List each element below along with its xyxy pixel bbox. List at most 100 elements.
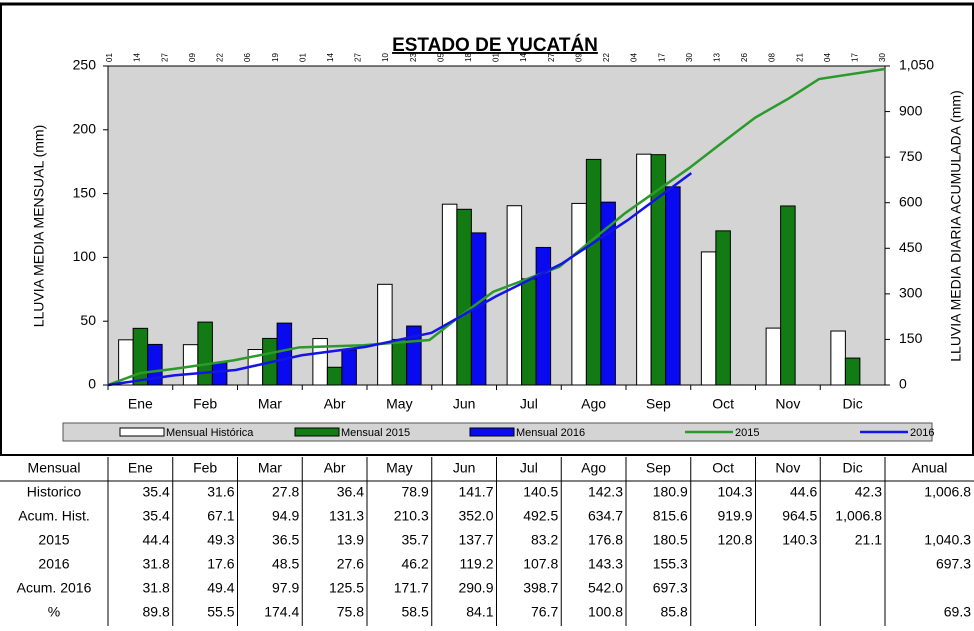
top-tick-label: 18 — [464, 53, 473, 62]
table-cell: 83.2 — [531, 532, 558, 548]
bar — [391, 338, 408, 386]
table-header-cell: Ene — [128, 460, 153, 476]
top-tick-label: 14 — [133, 53, 142, 62]
table-header-cell: Abr — [324, 460, 346, 476]
legend-swatch — [469, 427, 515, 437]
table-cell: 58.5 — [402, 604, 429, 620]
legend-label: 2015 — [735, 427, 759, 439]
y2-tick-label: 150 — [899, 330, 923, 346]
bar — [506, 205, 523, 386]
table-cell: 35.7 — [402, 532, 429, 548]
table-cell: Acum. Hist. — [18, 508, 90, 524]
table-cell: 815.6 — [653, 508, 688, 524]
table-cell: 290.9 — [458, 580, 493, 596]
bar — [276, 322, 293, 386]
y-axis-label: LLUVIA MEDIA MENSUAL (mm) — [31, 125, 47, 328]
table-cell: 492.5 — [523, 508, 558, 524]
table-cell: 84.1 — [466, 604, 493, 620]
y-tick-label: 150 — [73, 184, 97, 200]
table-cell: 17.6 — [207, 556, 234, 572]
table-header-cell: Oct — [712, 460, 734, 476]
table-cell: 697.3 — [653, 580, 688, 596]
table-header-cell: Dic — [843, 460, 863, 476]
y2-tick-label: 1,050 — [899, 57, 934, 73]
top-tick-label: 23 — [409, 53, 418, 62]
bar — [535, 246, 552, 386]
table-cell: 67.1 — [207, 508, 234, 524]
table-cell: 49.3 — [207, 532, 234, 548]
top-tick-label: 10 — [381, 53, 390, 62]
x-tick-label: May — [386, 396, 412, 412]
top-tick-label: 22 — [216, 53, 225, 62]
table-cell: 1,006.8 — [924, 484, 971, 500]
table-cell: 31.8 — [143, 580, 170, 596]
x-tick-label: Abr — [324, 396, 346, 412]
top-tick-label: 17 — [851, 53, 860, 62]
legend-label: Mensual 2016 — [516, 427, 585, 439]
table-cell: 31.6 — [207, 484, 234, 500]
bar — [326, 366, 343, 386]
table-cell: % — [48, 604, 60, 620]
table-cell: 31.8 — [143, 556, 170, 572]
bar — [844, 357, 861, 386]
bar — [197, 321, 213, 386]
table-header-cell: Mensual — [28, 460, 81, 476]
top-tick-label: 14 — [519, 53, 528, 62]
x-tick-label: Ago — [581, 396, 606, 412]
top-tick-label: 30 — [685, 53, 694, 62]
table-cell: Historico — [27, 484, 82, 500]
y-tick-label: 100 — [73, 248, 97, 264]
line — [107, 172, 693, 387]
bar — [571, 202, 587, 386]
bar — [132, 327, 149, 386]
table-cell: 69.3 — [944, 604, 971, 620]
table-header-cell: Anual — [912, 460, 948, 476]
table-header-cell: May — [386, 460, 412, 476]
x-tick-label: Sep — [646, 396, 671, 412]
table-cell: 27.8 — [272, 484, 299, 500]
bar — [715, 230, 731, 386]
legend-label: Mensual Histórica — [166, 427, 254, 439]
top-tick-label: 01 — [105, 53, 114, 62]
table-cell: 155.3 — [653, 556, 688, 572]
table-cell: 13.9 — [337, 532, 364, 548]
table-cell: 140.5 — [523, 484, 558, 500]
y2-tick-label: 750 — [899, 148, 923, 164]
table-cell: 97.9 — [272, 580, 299, 596]
table-cell: 35.4 — [143, 484, 170, 500]
table-cell: 125.5 — [329, 580, 364, 596]
top-tick-label: 17 — [657, 53, 666, 62]
table-cell: 1,040.3 — [924, 532, 971, 548]
bar — [636, 153, 652, 386]
table-cell: Acum. 2016 — [17, 580, 92, 596]
table-header-cell: Mar — [258, 460, 282, 476]
bar — [830, 330, 846, 386]
table-cell: 140.3 — [782, 532, 817, 548]
top-tick-label: 27 — [354, 53, 363, 62]
bar — [780, 205, 796, 386]
table-cell: 176.8 — [588, 532, 623, 548]
table-cell: 697.3 — [936, 556, 971, 572]
x-tick-label: Jun — [453, 396, 476, 412]
x-tick-label: Dic — [843, 396, 863, 412]
table-cell: 137.7 — [458, 532, 493, 548]
top-tick-label: 27 — [160, 53, 169, 62]
table-cell: 964.5 — [782, 508, 817, 524]
top-tick-label: 06 — [243, 53, 252, 62]
chart-title: ESTADO DE YUCATÁN — [392, 34, 598, 56]
table-cell: 35.4 — [143, 508, 170, 524]
top-tick-label: 14 — [326, 53, 335, 62]
table-cell: 634.7 — [588, 508, 623, 524]
top-tick-label: 09 — [574, 53, 583, 62]
table-header-cell: Ago — [581, 460, 606, 476]
table-cell: 131.3 — [329, 508, 364, 524]
table-cell: 44.4 — [143, 532, 170, 548]
x-tick-label: Nov — [775, 396, 800, 412]
top-tick-label: 22 — [602, 53, 611, 62]
table-cell: 89.8 — [143, 604, 170, 620]
table-cell: 919.9 — [717, 508, 752, 524]
table-cell: 1,006.8 — [835, 508, 882, 524]
x-tick-label: Feb — [193, 396, 217, 412]
plot-area — [107, 65, 886, 386]
